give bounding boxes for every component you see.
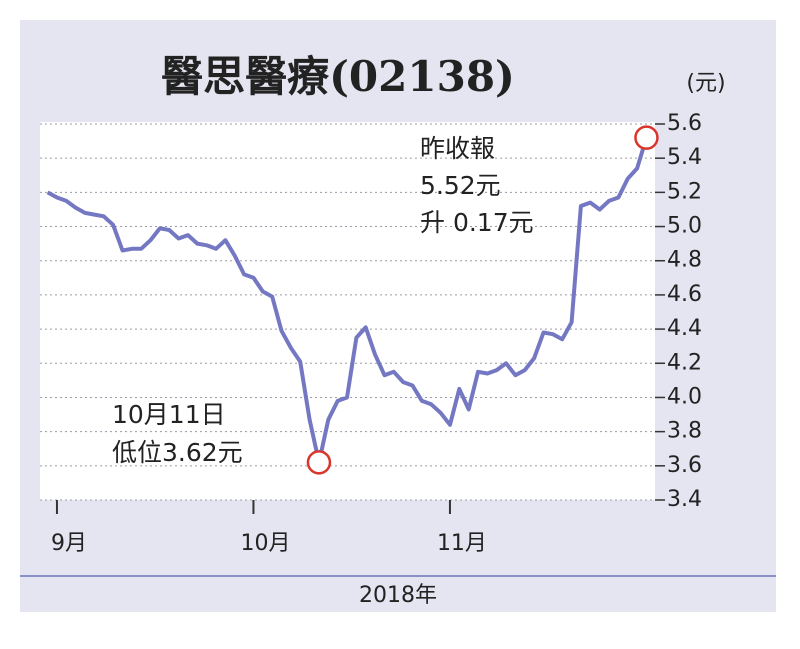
y-unit: (元) (686, 71, 725, 96)
chart-title: 醫思醫療(02138) (161, 52, 515, 101)
plot-area (40, 122, 655, 500)
y-tick-label: 4.8 (667, 248, 702, 273)
y-tick-label: 3.8 (667, 419, 702, 444)
annotation-text: 10月11日 (112, 400, 226, 429)
y-tick-label: 5.0 (667, 214, 702, 239)
annotation-text: 5.52元 (420, 171, 501, 200)
x-axis-label: 2018年 (359, 583, 437, 608)
annotation-marker (306, 450, 332, 475)
y-tick-label: 5.2 (667, 179, 702, 204)
annotation-text: 昨收報 (420, 134, 495, 163)
annotation-text: 低位3.62元 (112, 438, 243, 467)
annotation-text: 升 0.17元 (420, 208, 534, 237)
x-tick-label: 10月 (240, 531, 290, 556)
y-tick-label: 4.6 (667, 282, 702, 307)
price-line (46, 137, 649, 465)
y-tick-label: 5.6 (667, 111, 702, 136)
x-tick-label: 11月 (437, 531, 487, 556)
y-tick-label: 4.0 (667, 384, 702, 409)
annotation-marker (634, 125, 659, 150)
y-tick-label: 3.6 (667, 453, 702, 478)
y-tick-label: 3.4 (667, 487, 702, 512)
x-tick-label: 9月 (51, 531, 87, 556)
y-tick-label: 5.4 (667, 145, 702, 170)
y-tick-label: 4.2 (667, 350, 702, 375)
y-tick-label: 4.4 (667, 316, 702, 341)
